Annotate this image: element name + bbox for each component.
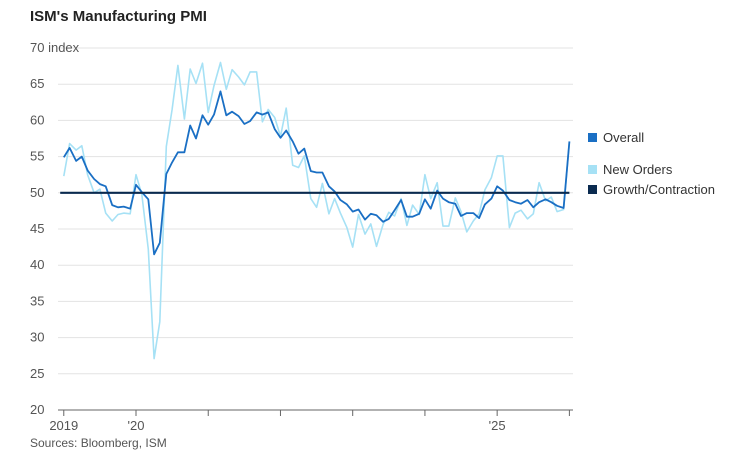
x-tick-label: '25: [489, 418, 506, 433]
x-tick-label: '20: [128, 418, 145, 433]
y-tick-label: 60: [30, 112, 44, 127]
chart-title: ISM's Manufacturing PMI: [30, 8, 207, 25]
chart-svg: 20 25 30 35 40 45 50 55 60 65 70 index 2019 '20 '25 Ov…: [30, 40, 715, 433]
legend-label: Overall: [603, 130, 644, 145]
y-tick-label: 40: [30, 257, 44, 272]
series-line-overall: [63, 90, 571, 256]
y-tick-label: 45: [30, 221, 44, 236]
x-tick-label: 2019: [49, 418, 78, 433]
legend-label: New Orders: [603, 162, 673, 177]
y-tick-label: 55: [30, 149, 44, 164]
y-tick-label: 25: [30, 366, 44, 381]
legend-label: Growth/Contraction: [603, 182, 715, 197]
y-tick-label: 70 index: [30, 40, 80, 55]
chart-source: Sources: Bloomberg, ISM: [30, 436, 167, 450]
series-line-new-orders: [63, 61, 571, 360]
y-tick-label: 50: [30, 185, 44, 200]
y-tick-label: 20: [30, 402, 44, 417]
legend-swatch: [588, 165, 597, 174]
y-tick-label: 35: [30, 293, 44, 308]
y-tick-label: 30: [30, 330, 44, 345]
y-tick-label: 65: [30, 76, 44, 91]
legend-swatch: [588, 185, 597, 194]
legend-swatch: [588, 133, 597, 142]
